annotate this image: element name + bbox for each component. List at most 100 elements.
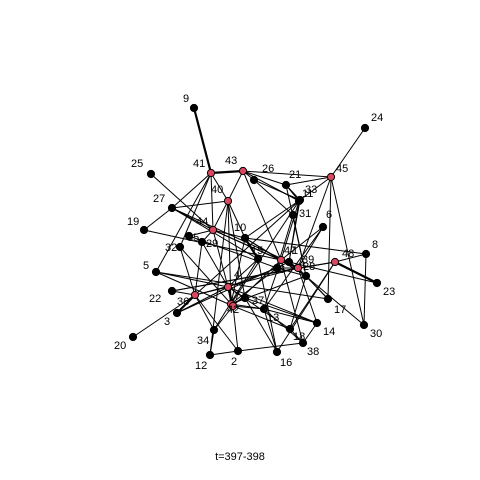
node-32: [175, 242, 185, 252]
edge-27-40: [171, 200, 229, 209]
edge-36-11: [194, 200, 300, 296]
edge-45-21: [285, 176, 332, 186]
edge-40-44: [212, 200, 229, 231]
node-25: [146, 169, 156, 179]
node-2: [233, 346, 243, 356]
node-26: [249, 175, 259, 185]
edge-29-4: [201, 241, 229, 288]
node-label-29: 29: [206, 238, 218, 250]
edge-8-48: [334, 253, 367, 263]
edge-34-15: [213, 258, 259, 331]
node-24: [360, 123, 370, 133]
node-44: [208, 225, 218, 235]
node-18: [285, 324, 295, 334]
node-label-6: 6: [326, 209, 332, 221]
node-34: [209, 325, 219, 335]
edge-6-39: [297, 226, 324, 269]
node-label-41: 41: [193, 158, 205, 170]
node-16: [272, 347, 282, 357]
node-label-38: 38: [307, 346, 319, 358]
edge-24-45: [330, 127, 366, 178]
edge-41-43: [210, 169, 244, 175]
edge-26-33: [253, 179, 301, 201]
edge-10-15: [244, 237, 259, 260]
edge-18-28: [289, 275, 307, 330]
node-15: [253, 254, 263, 264]
edge-37-14: [244, 297, 318, 324]
edge-41-44: [210, 172, 214, 231]
edge-32-42: [179, 246, 234, 307]
node-label-9: 9: [183, 93, 189, 105]
node-label-36: 36: [177, 296, 189, 308]
node-label-14: 14: [323, 326, 335, 338]
node-5: [151, 267, 161, 277]
edge-44-35: [188, 229, 214, 237]
edge-45-30: [330, 176, 365, 326]
node-12: [205, 350, 215, 360]
node-13: [259, 304, 269, 314]
node-label-4: 4: [234, 269, 240, 281]
edge-10-8: [244, 237, 367, 255]
node-label-31: 31: [299, 208, 311, 220]
time-label: t=397-398: [215, 451, 265, 463]
edge-33-10: [244, 199, 301, 239]
edge-36-2: [194, 294, 239, 352]
node-46: [272, 263, 282, 273]
edge-37-16: [244, 297, 278, 353]
node-17: [323, 294, 333, 304]
edge-36-3: [176, 294, 196, 314]
node-label-18: 18: [293, 331, 305, 343]
edge-23-1: [288, 261, 378, 284]
edge-47-38: [280, 259, 304, 344]
node-43: [238, 166, 248, 176]
node-36: [190, 290, 200, 300]
edge-13-16: [263, 308, 278, 353]
node-label-46: 46: [273, 264, 285, 276]
node-label-1: 1: [292, 245, 298, 257]
edge-8-30: [363, 253, 367, 326]
node-label-48: 48: [342, 248, 354, 260]
node-19: [139, 225, 149, 235]
node-38: [298, 338, 308, 348]
edge-40-10: [227, 200, 246, 239]
edge-10-7: [230, 237, 246, 305]
node-label-20: 20: [114, 340, 126, 352]
label-layer: 1234567891011121314151617181920212223242…: [114, 93, 395, 372]
node-28: [301, 271, 311, 281]
edge-43-45: [242, 170, 332, 178]
node-1: [284, 257, 294, 267]
node-label-32: 32: [165, 242, 177, 254]
edge-4-36: [194, 286, 229, 296]
edge-30-1: [288, 261, 365, 326]
node-label-40: 40: [211, 184, 223, 196]
node-31: [288, 210, 298, 220]
edge-25-44: [150, 173, 214, 231]
node-39: [293, 263, 303, 273]
edge-4-15: [227, 258, 259, 288]
edge-16-15: [257, 258, 278, 353]
edge-41-5: [155, 172, 212, 273]
node-label-17: 17: [334, 304, 346, 316]
node-label-21: 21: [289, 169, 301, 181]
node-29: [197, 237, 207, 247]
edge-9-41: [192, 107, 213, 174]
node-40: [223, 196, 233, 206]
node-layer: [128, 103, 382, 360]
node-label-27: 27: [153, 193, 165, 205]
edge-38-2: [237, 342, 304, 352]
edge-44-4: [212, 229, 229, 288]
node-label-37: 37: [252, 295, 264, 307]
node-label-5: 5: [143, 260, 149, 272]
edge-48-23: [334, 261, 378, 284]
node-30: [359, 320, 369, 330]
node-37: [240, 293, 250, 303]
edge-12-34: [209, 329, 215, 356]
node-6: [318, 222, 328, 232]
node-33: [295, 195, 305, 205]
node-42: [228, 301, 238, 311]
edge-45-39: [297, 176, 332, 269]
node-label-8: 8: [372, 239, 378, 251]
edge-43-40: [227, 170, 244, 202]
edge-43-47: [242, 170, 282, 261]
edge-46-28: [276, 267, 307, 277]
